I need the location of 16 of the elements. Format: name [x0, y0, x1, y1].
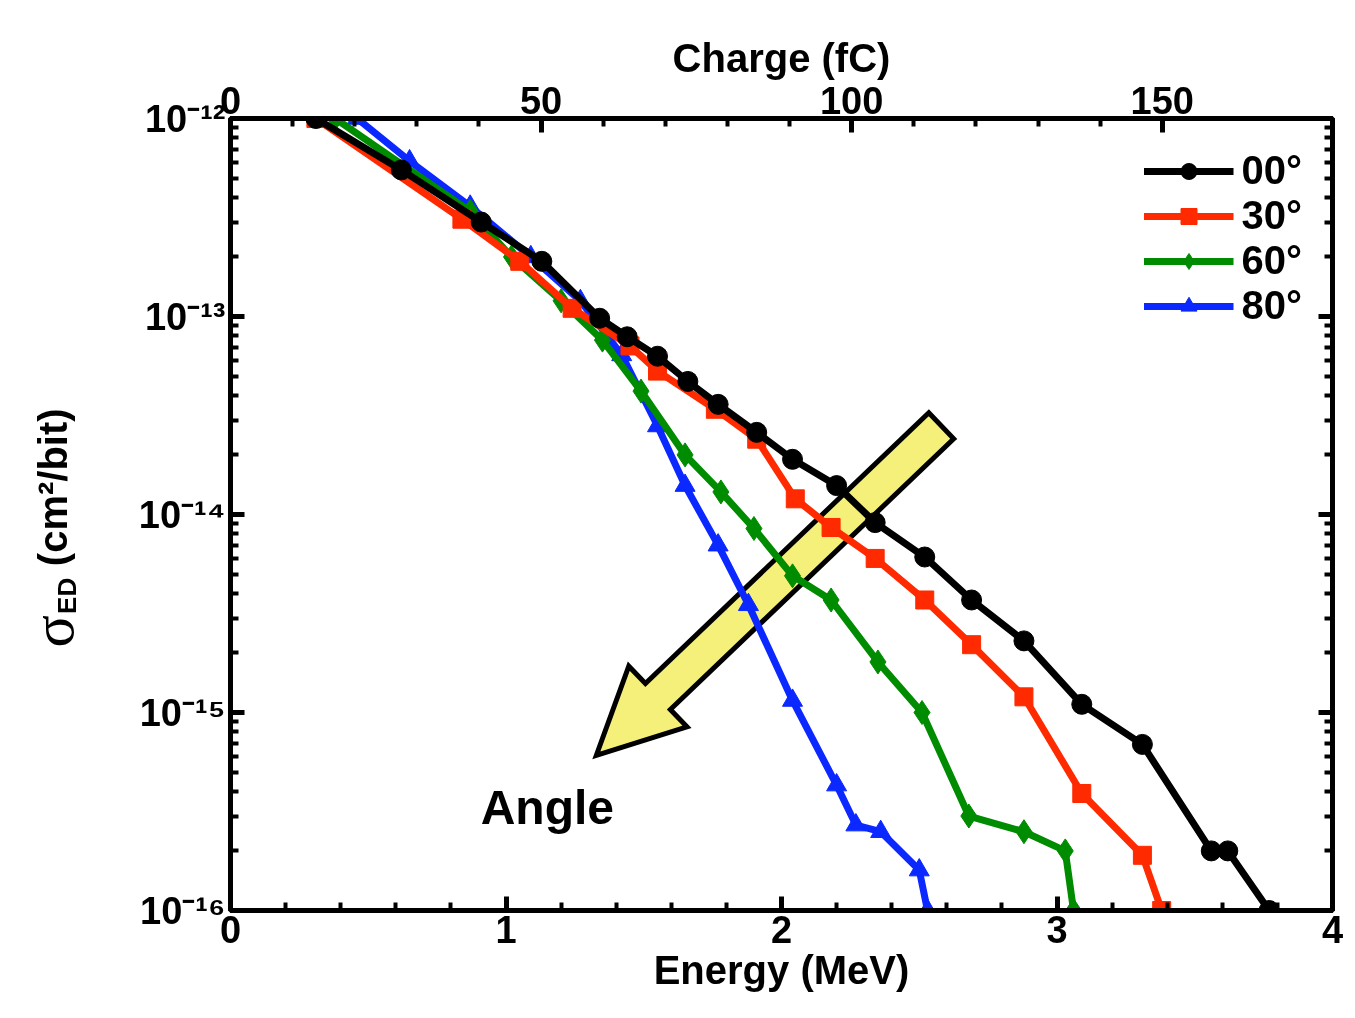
x2-axis-title: Charge (fC): [672, 35, 891, 80]
legend-label: 00°: [1241, 148, 1302, 193]
y-tick-label: 10⁻¹⁵: [139, 691, 226, 734]
y-tick-label: 10⁻¹⁴: [138, 493, 226, 536]
x2-tick-label: 100: [819, 79, 884, 122]
y-axis-title: σED (cm²/bit): [19, 408, 86, 648]
x2-tick-label: 150: [1130, 79, 1194, 122]
x-tick-label: 3: [1046, 908, 1068, 951]
x-tick-label: 4: [1321, 908, 1344, 951]
legend-label: 80°: [1241, 283, 1302, 328]
legend-label: 30°: [1241, 193, 1302, 238]
x2-tick-label: 50: [519, 79, 563, 122]
annotation: Angle: [480, 781, 614, 835]
legend-label: 60°: [1241, 238, 1302, 283]
y-tick-label: 10⁻¹³: [144, 295, 226, 338]
x-tick-label: 1: [495, 908, 517, 951]
